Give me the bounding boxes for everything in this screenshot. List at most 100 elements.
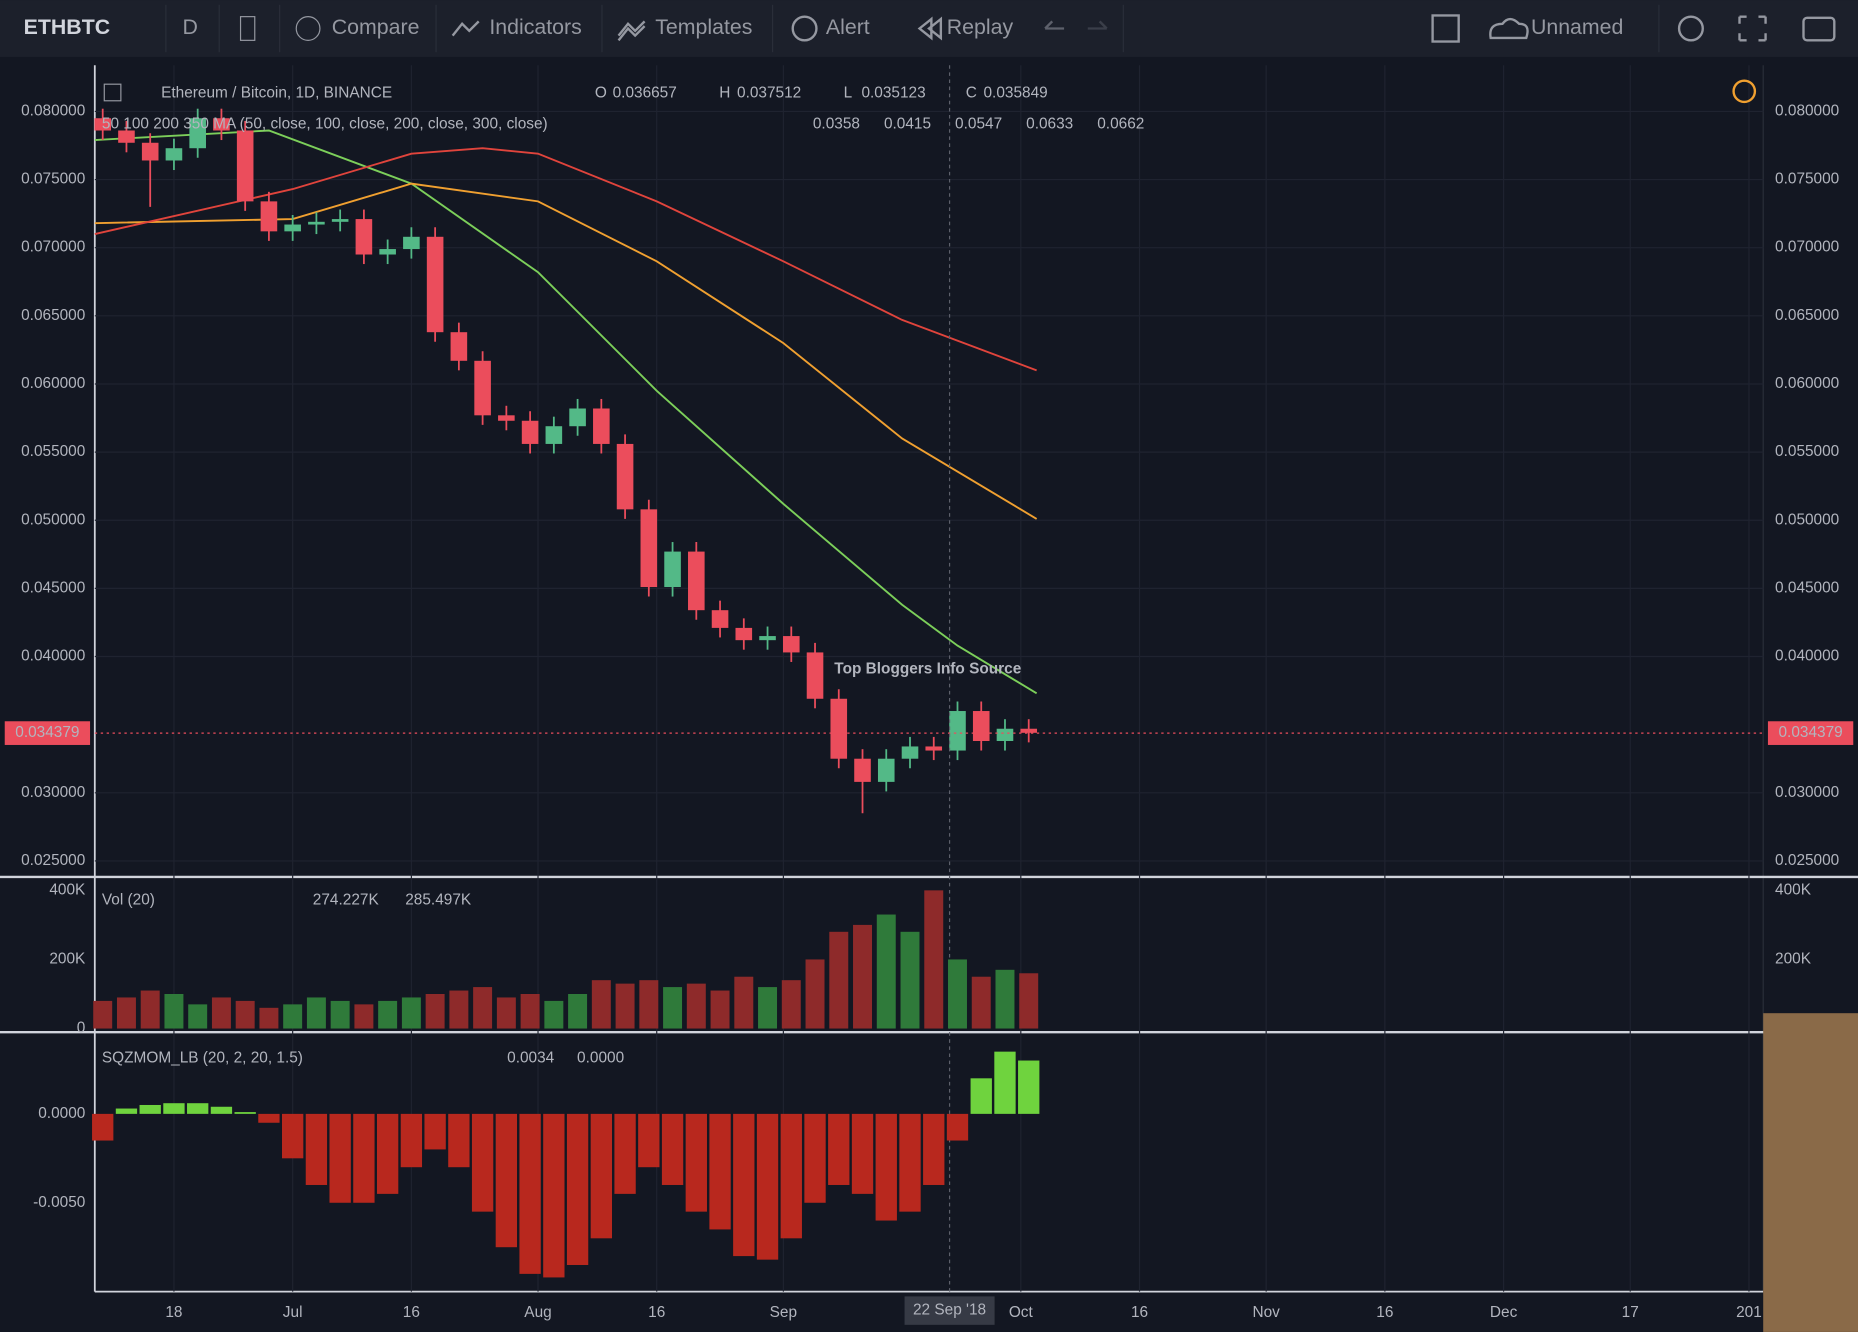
candle-body (236, 130, 254, 202)
symbol-button[interactable]: ETHBTC (24, 15, 110, 39)
candle-body (165, 148, 183, 161)
momentum-bar (448, 1113, 470, 1168)
candle-body (640, 509, 658, 588)
y-tick-label: 0.055000 (21, 443, 85, 460)
candle-body (118, 130, 135, 143)
x-tick-label: Aug (524, 1304, 551, 1321)
volume-bar (853, 924, 872, 1029)
candle-body (996, 728, 1014, 742)
momentum-bar (424, 1113, 446, 1150)
candle-body (664, 551, 681, 588)
crosshair-label: 22 Sep '18 (913, 1302, 986, 1319)
y-tick-label-right: 0.080000 (1775, 102, 1839, 119)
y-tick-label-right: 0.055000 (1775, 443, 1839, 460)
candle-body (260, 201, 278, 232)
pane-value: 285.497K (405, 892, 472, 909)
momentum-bar (994, 1051, 1016, 1114)
candle-body (213, 118, 230, 131)
volume-bar (663, 987, 683, 1029)
x-tick-label: 16 (403, 1304, 420, 1321)
candle-body (616, 443, 634, 510)
momentum-bar (709, 1113, 731, 1230)
volume-bar (401, 997, 421, 1029)
replay-button[interactable]: Replay (947, 15, 1014, 39)
candle-body (189, 118, 206, 149)
candle-body (782, 636, 800, 653)
snapshot-button[interactable] (1802, 16, 1836, 42)
pane-title: SQZMOM_LB (20, 2, 20, 1.5) (102, 1049, 303, 1066)
overlay-photo (1763, 1013, 1858, 1332)
compare-button[interactable]: Compare (332, 15, 420, 39)
volume-bar (758, 987, 778, 1029)
volume-bar (639, 980, 659, 1029)
momentum-bar (970, 1078, 992, 1114)
volume-bar (211, 997, 231, 1029)
ma-value: 0.0415 (884, 116, 931, 133)
settings-button[interactable] (1677, 15, 1704, 42)
y-tick-label-right: 0.065000 (1775, 307, 1839, 324)
cloud-icon (1489, 17, 1529, 40)
y-tick-label-right: 0.075000 (1775, 171, 1839, 188)
templates-icon (617, 20, 646, 42)
volume-bar (164, 993, 184, 1029)
undo-button[interactable] (1044, 20, 1065, 30)
candle-body (949, 711, 966, 751)
x-tick-label: 201 (1736, 1304, 1762, 1321)
y-tick-label-right: 400K (1775, 881, 1812, 898)
volume-bar (306, 997, 326, 1029)
ohlc-value: 0.035123 (861, 85, 925, 102)
bar-style-icon[interactable] (239, 16, 256, 41)
momentum-bar (115, 1108, 138, 1114)
ohlc-key: H (719, 85, 730, 102)
volume-bar (520, 993, 540, 1029)
alert-icon (791, 15, 818, 42)
x-tick-label: Jul (283, 1304, 303, 1321)
momentum-bar (139, 1104, 161, 1114)
indicators-button[interactable]: Indicators (489, 15, 581, 39)
volume-bar (924, 890, 944, 1029)
volume-bar (140, 990, 160, 1029)
volume-bar (971, 976, 991, 1029)
layout-button[interactable] (1431, 14, 1460, 43)
interval-button[interactable]: D (182, 15, 197, 39)
candle-body (830, 698, 848, 759)
candle-body (379, 249, 396, 255)
momentum-bar (234, 1112, 256, 1114)
ohlc-value: 0.036657 (613, 85, 677, 102)
candle-body (498, 415, 515, 421)
candle-body (94, 118, 112, 131)
alert-button[interactable]: Alert (826, 15, 870, 39)
y-tick-label: 0.075000 (21, 171, 85, 188)
volume-bar (116, 997, 136, 1029)
y-tick-label: 0.0000 (38, 1105, 85, 1122)
x-tick-label: Oct (1009, 1304, 1034, 1321)
momentum-bar (163, 1103, 185, 1114)
moving-average-line (94, 129, 1038, 695)
candle-body (450, 332, 468, 361)
volume-bar (734, 976, 754, 1029)
x-tick-label: 17 (1622, 1304, 1639, 1321)
collapse-icon (103, 83, 122, 102)
volume-bar (615, 983, 635, 1029)
volume-bar (900, 931, 920, 1029)
volume-bar (568, 993, 588, 1029)
momentum-bar (281, 1113, 304, 1159)
ohlc-key: C (966, 85, 977, 102)
x-tick-label: 16 (648, 1304, 665, 1321)
momentum-bar (1018, 1060, 1040, 1114)
candle-body (972, 711, 990, 742)
templates-button[interactable]: Templates (655, 15, 752, 39)
redo-button[interactable] (1087, 20, 1108, 30)
fullscreen-button[interactable] (1738, 15, 1767, 42)
moving-average-line (94, 147, 1037, 372)
volume-bar (354, 1004, 374, 1029)
last-price-label: 0.034379 (1779, 724, 1843, 741)
x-tick-label: 18 (165, 1304, 182, 1321)
layout-name-button[interactable]: Unnamed (1531, 15, 1623, 39)
candle-body (545, 426, 563, 444)
labels: 18 Jul 16 Aug 16 Sep Oct 16 Nov 16 Dec 17 201 0.02500… (4, 79, 1854, 1325)
volume-bar (425, 993, 445, 1029)
ma-value: 0.0358 (813, 116, 860, 133)
momentum-bar (733, 1113, 755, 1257)
momentum-bar (400, 1113, 423, 1168)
